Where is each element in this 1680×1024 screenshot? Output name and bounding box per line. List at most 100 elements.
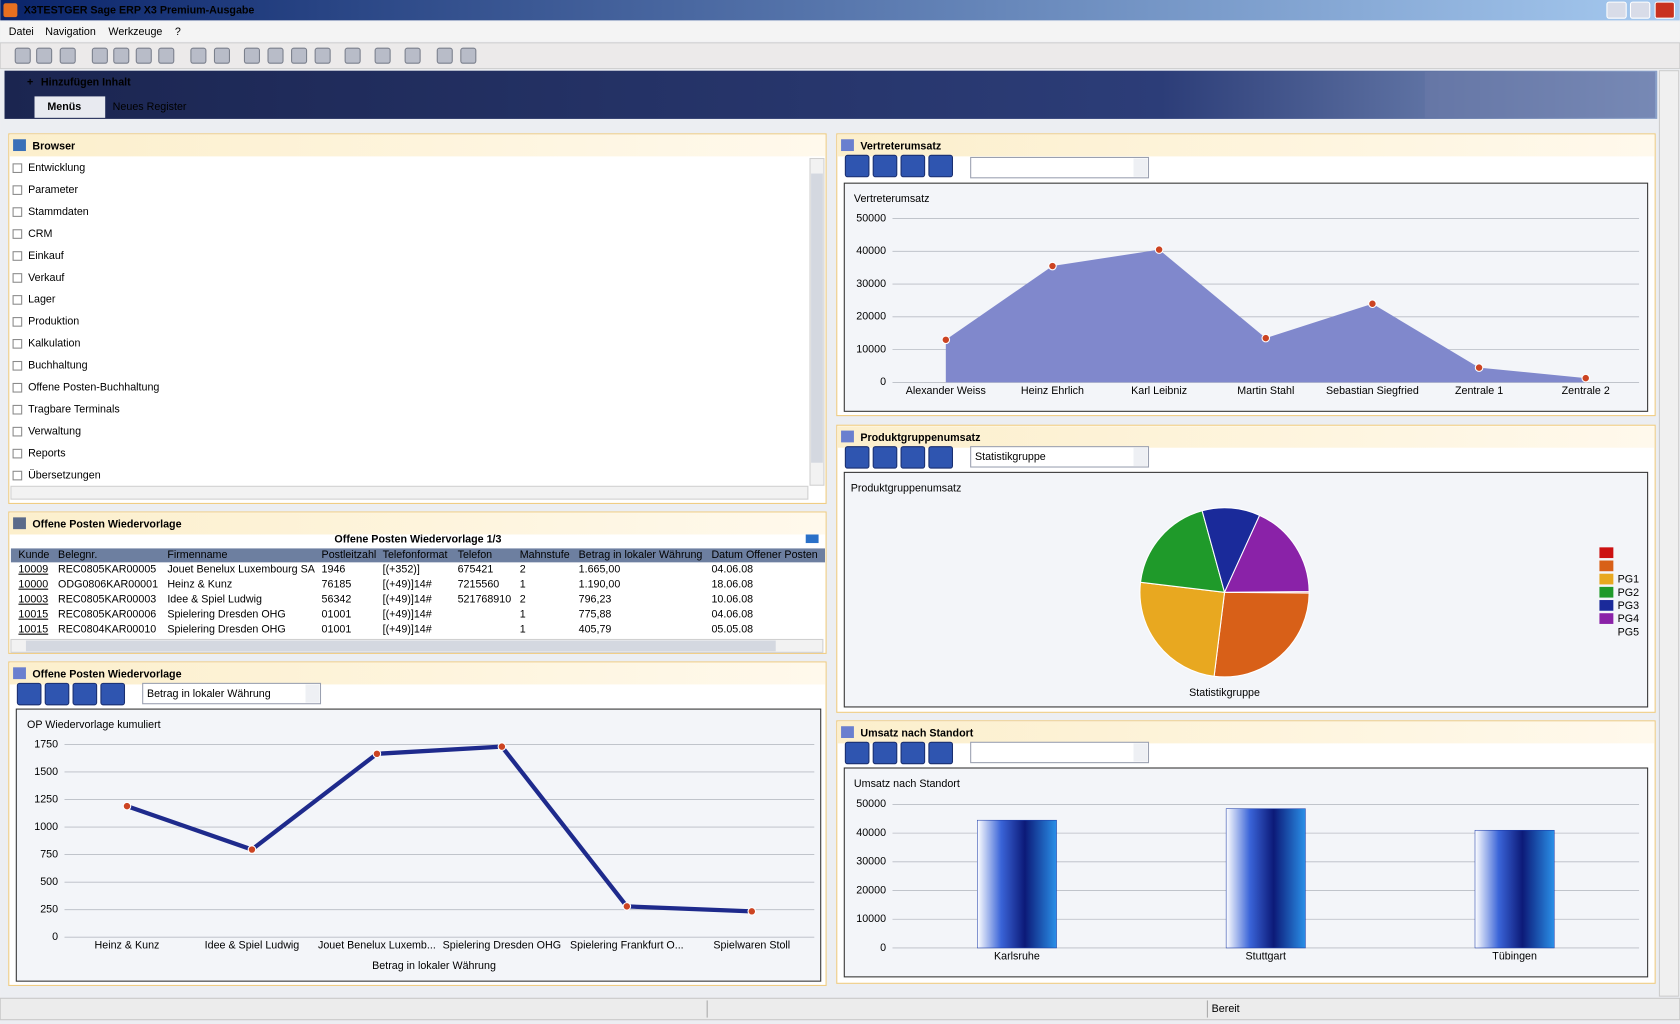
customer-link[interactable]: 10009 bbox=[18, 564, 48, 576]
tree-expander[interactable] bbox=[12, 360, 23, 371]
dropdown-arrow[interactable] bbox=[1133, 158, 1148, 177]
toolbar-button[interactable] bbox=[91, 47, 108, 64]
tree-expander[interactable] bbox=[12, 207, 23, 217]
tree-expander[interactable] bbox=[12, 273, 23, 283]
chart-type-button[interactable] bbox=[928, 446, 954, 469]
toolbar-button[interactable] bbox=[436, 47, 453, 64]
tree-item[interactable]: Übersetzungen bbox=[28, 469, 101, 481]
tree-expander[interactable] bbox=[12, 185, 23, 195]
tree-expander[interactable] bbox=[12, 426, 23, 437]
y-tick-label: 1500 bbox=[34, 766, 58, 778]
dropdown-value[interactable]: Betrag in lokaler Währung bbox=[147, 688, 271, 700]
customer-link[interactable]: 10000 bbox=[18, 579, 48, 591]
tree-expander[interactable] bbox=[12, 317, 23, 327]
chart-type-button[interactable] bbox=[900, 446, 926, 469]
marker bbox=[1154, 245, 1164, 254]
customer-link[interactable]: 10015 bbox=[18, 609, 48, 621]
menu-item[interactable]: Werkzeuge bbox=[108, 26, 162, 38]
chart-type-button[interactable] bbox=[928, 741, 954, 765]
chart-type-button[interactable] bbox=[844, 154, 870, 178]
window-control[interactable] bbox=[1606, 1, 1627, 19]
toolbar-button[interactable] bbox=[404, 47, 421, 64]
next-page[interactable] bbox=[805, 534, 819, 544]
toolbar-button[interactable] bbox=[36, 47, 53, 64]
toolbar-button[interactable] bbox=[113, 47, 130, 64]
toolbar-button[interactable] bbox=[314, 47, 331, 64]
tree-item[interactable]: Kalkulation bbox=[28, 338, 80, 350]
dropdown-arrow[interactable] bbox=[1133, 743, 1148, 762]
dropdown[interactable] bbox=[970, 741, 1150, 764]
chart-type-button[interactable] bbox=[16, 682, 42, 706]
tree-expander[interactable] bbox=[12, 339, 23, 349]
chart-type-button[interactable] bbox=[72, 682, 98, 706]
tab[interactable]: Menüs bbox=[47, 101, 81, 113]
panel-icon bbox=[13, 139, 26, 152]
tree-item[interactable]: Buchhaltung bbox=[28, 360, 88, 372]
dropdown[interactable] bbox=[970, 156, 1150, 179]
tree-item[interactable]: Lager bbox=[28, 294, 56, 306]
tree-expander[interactable] bbox=[12, 229, 23, 239]
chart-type-button[interactable] bbox=[872, 741, 898, 765]
tree-item[interactable]: Verwaltung bbox=[28, 425, 81, 437]
tree-item[interactable]: Stammdaten bbox=[28, 206, 89, 218]
customer-link[interactable]: 10003 bbox=[18, 594, 48, 606]
tree-expander[interactable] bbox=[12, 382, 23, 393]
tab-active[interactable] bbox=[34, 96, 106, 118]
window-control[interactable] bbox=[1654, 1, 1675, 19]
toolbar-button[interactable] bbox=[344, 47, 361, 64]
dropdown[interactable] bbox=[142, 682, 322, 705]
dropdown-arrow[interactable] bbox=[1133, 447, 1148, 466]
menu-item[interactable]: Navigation bbox=[45, 26, 96, 38]
toolbar-button[interactable] bbox=[158, 47, 175, 64]
tree-item[interactable]: Entwicklung bbox=[28, 162, 85, 174]
tree-expander[interactable] bbox=[12, 251, 23, 261]
chart-type-button[interactable] bbox=[872, 446, 898, 469]
table-cell: [(+49)]14# bbox=[383, 594, 432, 606]
toolbar-button[interactable] bbox=[460, 47, 477, 64]
tree-item[interactable]: Parameter bbox=[28, 184, 78, 196]
customer-link[interactable]: 10015 bbox=[18, 624, 48, 636]
table-cell: 2 bbox=[520, 594, 526, 606]
tree-item[interactable]: Tragbare Terminals bbox=[28, 404, 120, 416]
menu-item[interactable]: ? bbox=[175, 26, 181, 38]
add-content[interactable]: Hinzufügen Inhalt bbox=[41, 76, 131, 88]
window-control[interactable] bbox=[1629, 1, 1651, 19]
chart-type-button[interactable] bbox=[100, 682, 126, 706]
legend-swatch bbox=[1599, 560, 1614, 572]
tab[interactable]: Neues Register bbox=[113, 101, 187, 113]
chart-type-button[interactable] bbox=[900, 741, 926, 765]
tree-expander[interactable] bbox=[12, 448, 23, 459]
chart-type-button[interactable] bbox=[844, 741, 870, 765]
chart-type-button[interactable] bbox=[872, 154, 898, 178]
tree-item[interactable]: Einkauf bbox=[28, 250, 64, 262]
chart-type-button[interactable] bbox=[928, 154, 954, 178]
tree-item[interactable]: CRM bbox=[28, 228, 52, 240]
toolbar-button[interactable] bbox=[190, 47, 207, 64]
tree-item[interactable]: Reports bbox=[28, 447, 65, 459]
toolbar-button[interactable] bbox=[374, 47, 391, 64]
dropdown-value[interactable]: Statistikgruppe bbox=[975, 451, 1046, 463]
tree-item[interactable]: Offene Posten-Buchhaltung bbox=[28, 382, 159, 394]
tree-expander[interactable] bbox=[12, 163, 23, 173]
dropdown-arrow[interactable] bbox=[305, 684, 320, 703]
toolbar-button[interactable] bbox=[14, 47, 31, 64]
dropdown[interactable] bbox=[970, 446, 1150, 468]
toolbar-button[interactable] bbox=[59, 47, 76, 64]
x-tick-label: Karlsruhe bbox=[994, 950, 1040, 962]
toolbar-button[interactable] bbox=[291, 47, 308, 64]
chart-type-button[interactable] bbox=[900, 154, 926, 178]
bar bbox=[1225, 808, 1306, 949]
chart-type-button[interactable] bbox=[44, 682, 70, 706]
toolbar-button[interactable] bbox=[135, 47, 152, 64]
toolbar-button[interactable] bbox=[213, 47, 230, 64]
chart-type-button[interactable] bbox=[844, 446, 870, 469]
x-tick-label: Karl Leibniz bbox=[1131, 385, 1187, 397]
toolbar-button[interactable] bbox=[243, 47, 260, 64]
tree-expander[interactable] bbox=[12, 470, 23, 481]
menu-item[interactable]: Datei bbox=[9, 26, 34, 38]
tree-expander[interactable] bbox=[12, 295, 23, 305]
tree-item[interactable]: Produktion bbox=[28, 316, 79, 328]
tree-expander[interactable] bbox=[12, 404, 23, 415]
tree-item[interactable]: Verkauf bbox=[28, 272, 64, 284]
toolbar-button[interactable] bbox=[267, 47, 284, 64]
